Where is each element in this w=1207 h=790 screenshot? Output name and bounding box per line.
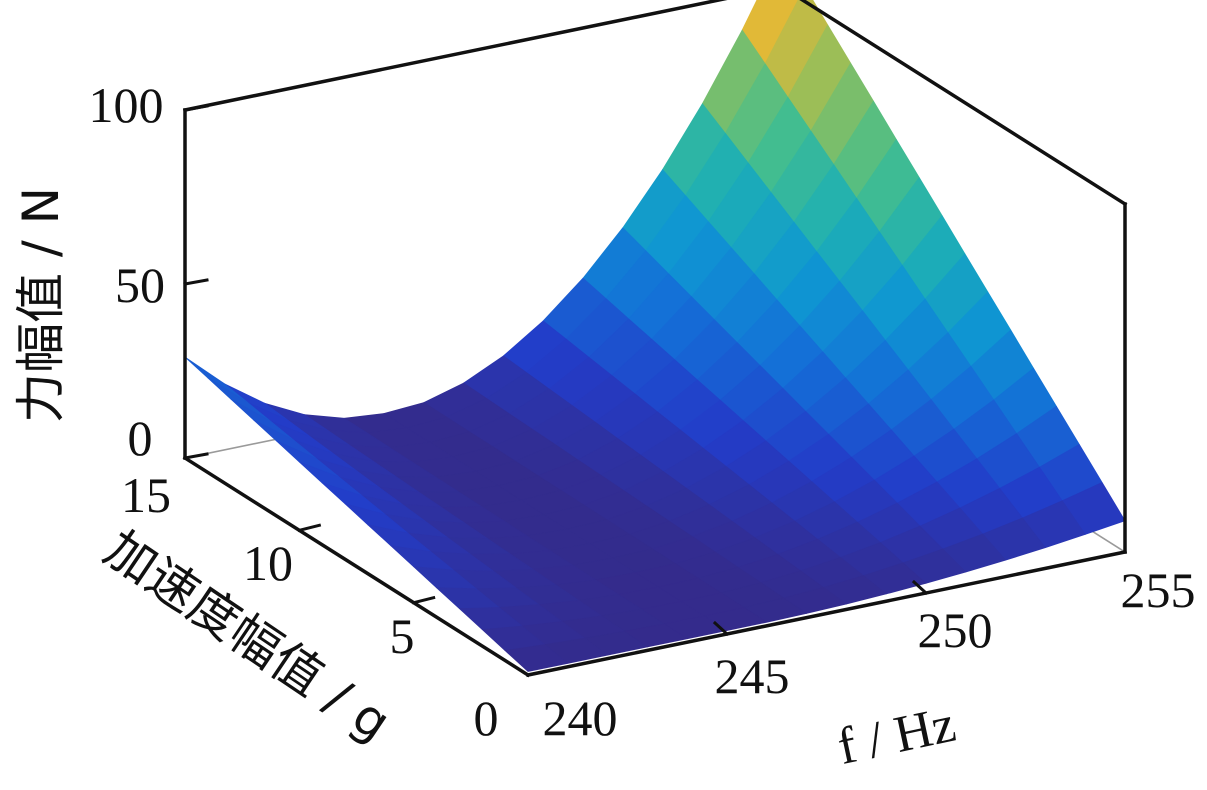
x-tick-label: 245 xyxy=(715,648,790,704)
surface-patch xyxy=(504,644,569,672)
y-tick xyxy=(411,595,436,605)
x-tick-label: 250 xyxy=(918,602,993,658)
surface-patch xyxy=(207,377,271,422)
z-tick-label: 0 xyxy=(128,410,153,466)
x-axis-line xyxy=(525,549,1128,678)
y-axis-line xyxy=(182,455,531,678)
z-tick xyxy=(183,278,209,286)
top-right-edge xyxy=(799,0,1128,207)
surface-plot xyxy=(184,0,1126,672)
z-axis-title: 力幅值 / N xyxy=(12,187,70,423)
x-tick xyxy=(712,620,730,637)
surface-patch xyxy=(184,356,249,404)
top-back-edge xyxy=(182,0,728,113)
x-tick-label: 240 xyxy=(543,690,618,746)
x-tick xyxy=(911,579,929,596)
y-tick-label: 10 xyxy=(243,535,293,591)
y-tick xyxy=(297,523,322,533)
y-tick-label: 5 xyxy=(390,608,415,664)
x-tick-label: 255 xyxy=(1121,562,1196,618)
z-tick-label: 100 xyxy=(89,77,164,133)
y-tick-label: 0 xyxy=(474,690,499,746)
x-axis-title: f / Hz xyxy=(833,696,961,776)
z-tick xyxy=(183,452,209,460)
y-tick-label: 15 xyxy=(121,467,171,523)
z-tick-label: 50 xyxy=(115,257,165,313)
axis-ticks xyxy=(183,104,929,637)
z-tick xyxy=(183,104,209,112)
